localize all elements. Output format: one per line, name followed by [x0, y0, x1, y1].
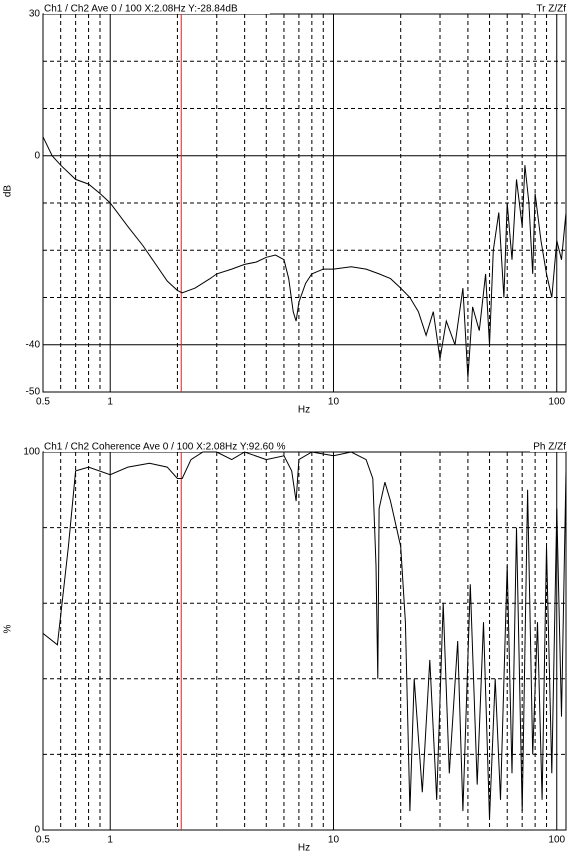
- data-line: [42, 451, 567, 819]
- y-axis-label: dB: [3, 185, 14, 198]
- x-tick-label: 1: [107, 397, 113, 408]
- chart-title: Ch1 / Ch2 Coherence Ave 0 / 100 X:2.08Hz…: [44, 442, 286, 453]
- y-axis-label: %: [3, 624, 14, 633]
- y-tick-label: 0: [34, 150, 40, 161]
- mode-label: Ph Z/Zf: [533, 442, 566, 453]
- x-tick-label: 10: [328, 835, 340, 846]
- x-tick-label: 1: [107, 835, 113, 846]
- x-axis-label: Hz: [298, 843, 310, 854]
- x-tick-label: 0.5: [36, 835, 50, 846]
- y-tick-label: -50: [26, 387, 41, 398]
- data-line: [42, 136, 567, 378]
- x-tick-label: 100: [548, 397, 565, 408]
- header-band: [44, 442, 566, 452]
- mode-label: Tr Z/Zf: [536, 4, 566, 15]
- y-tick-label: 0: [34, 825, 40, 836]
- x-tick-label: 0.5: [36, 397, 50, 408]
- y-tick-label: -40: [26, 339, 41, 350]
- y-tick-label: 30: [29, 9, 41, 20]
- header-band: [44, 4, 566, 14]
- plot-frame: [42, 451, 567, 831]
- chart-title: Ch1 / Ch2 Ave 0 / 100 X:2.08Hz Y:-28.84d…: [44, 4, 238, 15]
- x-tick-label: 100: [548, 835, 565, 846]
- x-tick-label: 10: [328, 397, 340, 408]
- y-tick-label: 100: [23, 447, 40, 458]
- x-axis-label: Hz: [298, 405, 310, 416]
